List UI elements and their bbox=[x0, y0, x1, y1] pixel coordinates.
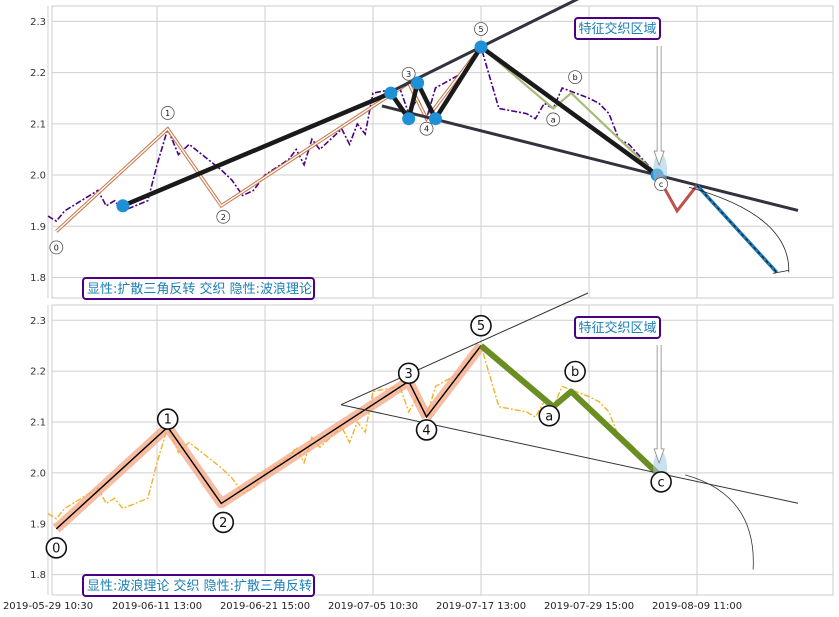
caption-box bbox=[82, 574, 315, 597]
caption-text: 显性:波浪理论 交织 隐性:扩散三角反转 bbox=[87, 578, 312, 594]
wave-label-ring bbox=[470, 314, 492, 337]
caption-text: 显性:扩散三角反转 交织 隐性:波浪理论 bbox=[87, 281, 312, 297]
y-tick-label: 2.0 bbox=[30, 468, 46, 479]
wave-label-ring bbox=[49, 240, 64, 255]
callout-arrow bbox=[653, 345, 665, 465]
plot-area bbox=[51, 5, 834, 299]
triangle-upper-line bbox=[340, 292, 589, 406]
pivot-dot bbox=[428, 112, 442, 126]
projection-arc bbox=[688, 186, 790, 273]
wave-label: b bbox=[571, 365, 579, 380]
wave-label-ring bbox=[474, 22, 488, 36]
wave-label: c bbox=[659, 180, 663, 189]
callout-box bbox=[574, 316, 661, 339]
y-tick-label: 2.0 bbox=[30, 171, 46, 182]
x-tick-label: 2019-06-11 13:00 bbox=[112, 601, 202, 612]
wave-label: 1 bbox=[164, 413, 172, 428]
wave-label: 5 bbox=[478, 25, 483, 34]
y-tick-label: 1.9 bbox=[30, 222, 46, 233]
wave-label-ring bbox=[650, 471, 672, 493]
price-series-line bbox=[47, 45, 658, 223]
wave-band-inner bbox=[55, 46, 482, 232]
y-tick-label: 1.8 bbox=[30, 570, 46, 581]
wave-label: b bbox=[573, 73, 578, 82]
projection-downleg-dash bbox=[696, 184, 778, 273]
pivot-dot bbox=[384, 86, 398, 100]
x-tick-label: 2019-07-05 10:30 bbox=[328, 601, 418, 612]
y-tick-label: 2.3 bbox=[30, 17, 46, 28]
wave-label-ring bbox=[216, 209, 231, 224]
wave-label-ring bbox=[397, 362, 420, 385]
triangle-upper-line bbox=[381, 0, 580, 98]
y-tick-label: 2.1 bbox=[30, 119, 46, 130]
y-tick-label: 2.2 bbox=[30, 367, 46, 378]
projection-target-mark bbox=[772, 269, 789, 274]
wave-label: 2 bbox=[221, 213, 226, 222]
triangle-lower-line bbox=[340, 404, 799, 504]
y-tick-label: 1.8 bbox=[30, 273, 46, 284]
correction-wave-line bbox=[480, 46, 658, 176]
y-tick-label: 1.9 bbox=[30, 519, 46, 530]
x-tick-label: 2019-07-17 13:00 bbox=[436, 601, 526, 612]
projection-arc bbox=[685, 474, 754, 570]
wave-label-ring bbox=[415, 419, 438, 441]
x-tick-label: 2019-07-29 15:00 bbox=[544, 601, 634, 612]
wave-label: 3 bbox=[405, 367, 413, 382]
x-axis: 2019-05-29 10:30 2019-06-11 13:00 2019-06-… bbox=[3, 601, 742, 612]
triangle-lower-line bbox=[381, 104, 799, 212]
wave-label: 4 bbox=[422, 423, 430, 438]
wave-label-ring bbox=[568, 70, 583, 84]
y-tick-label: 2.3 bbox=[30, 316, 46, 327]
correction-wave-line bbox=[479, 343, 660, 476]
wave-label-ring bbox=[45, 537, 68, 559]
wave-label-ring bbox=[212, 511, 235, 534]
wave-label-ring bbox=[156, 408, 179, 430]
pivot-dot bbox=[474, 40, 488, 54]
pivot-dot bbox=[411, 76, 425, 90]
wave-label-ring bbox=[160, 106, 175, 120]
wave-label: 1 bbox=[165, 109, 170, 118]
impulse-wave-line bbox=[55, 345, 482, 530]
pivot-dot bbox=[402, 112, 416, 126]
caption-box bbox=[82, 277, 315, 300]
y-tick-label: 2.2 bbox=[30, 68, 46, 79]
callout-box bbox=[574, 17, 661, 40]
wave-label-ring bbox=[546, 112, 561, 127]
wave-label: 4 bbox=[424, 125, 429, 134]
x-tick-label: 2019-05-29 10:30 bbox=[3, 601, 93, 612]
pivot-dot bbox=[116, 199, 130, 213]
wave-label: a bbox=[545, 409, 553, 424]
callout-text: 特征交织区域 bbox=[578, 320, 656, 336]
wave-label: 5 bbox=[477, 319, 485, 334]
wave-label-ring bbox=[538, 404, 561, 427]
wave-label-ring bbox=[564, 360, 586, 383]
x-tick-label: 2019-08-09 11:00 bbox=[652, 601, 742, 612]
wave-label: a bbox=[551, 115, 556, 124]
plot-area bbox=[51, 304, 834, 596]
wave-label: 2 bbox=[219, 516, 227, 531]
wave-label: 0 bbox=[52, 541, 60, 556]
y-tick-label: 2.1 bbox=[30, 418, 46, 429]
callout-text: 特征交织区域 bbox=[578, 21, 656, 37]
callout-arrow bbox=[653, 46, 665, 167]
wave-label: 3 bbox=[406, 70, 411, 79]
wave-label: c bbox=[658, 475, 665, 490]
wave-label-ring bbox=[654, 177, 669, 191]
wave-label-ring bbox=[419, 121, 434, 136]
x-tick-label: 2019-06-21 15:00 bbox=[220, 601, 310, 612]
wave-label-ring bbox=[401, 66, 416, 81]
wave-label: 0 bbox=[54, 243, 59, 252]
